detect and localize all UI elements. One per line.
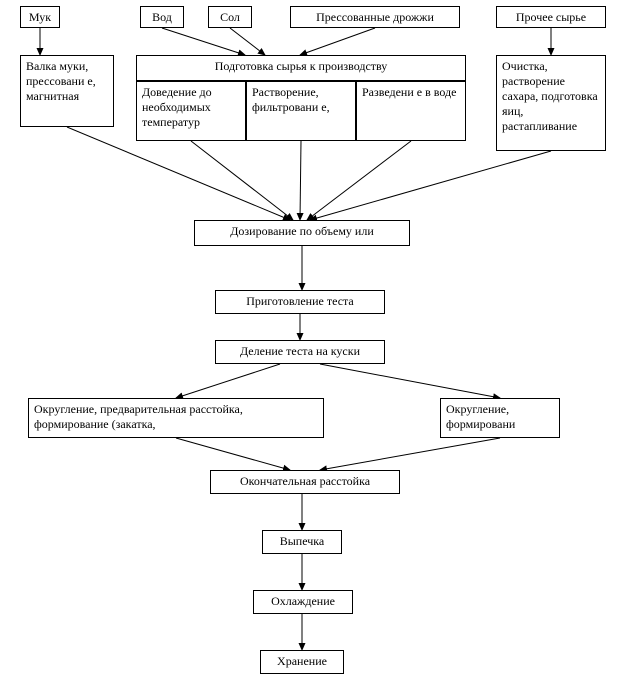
node-cleanse: Очистка, растворение сахара, подготовка …: [496, 55, 606, 151]
node-yeast: Прессованные дрожжи: [290, 6, 460, 28]
node-divide: Деление теста на куски: [215, 340, 385, 364]
edge: [176, 364, 280, 398]
edge: [176, 438, 290, 470]
node-muk: Мук: [20, 6, 60, 28]
node-round_r: Округление, формировани: [440, 398, 560, 438]
edge: [307, 141, 411, 220]
node-other: Прочее сырье: [496, 6, 606, 28]
edge: [230, 28, 265, 55]
edge: [310, 151, 551, 220]
edge: [320, 364, 500, 398]
edge: [191, 141, 293, 220]
node-prep_c1: Доведение до необходимых температур: [136, 81, 246, 141]
node-prep_title: Подготовка сырья к производству: [136, 55, 466, 81]
node-round_l: Округление, предварительная расстойка, ф…: [28, 398, 324, 438]
edge: [300, 28, 375, 55]
node-prep_c2: Растворение, фильтровани е,: [246, 81, 356, 141]
node-cool: Охлаждение: [253, 590, 353, 614]
edge: [162, 28, 245, 55]
node-prep_c3: Разведени е в воде: [356, 81, 466, 141]
edge: [320, 438, 500, 470]
node-final_proof: Окончательная расстойка: [210, 470, 400, 494]
node-bake: Выпечка: [262, 530, 342, 554]
flowchart-canvas: Мук Вод Сол Прессованные дрожжи Прочее сырье…: [0, 0, 620, 688]
node-valka: Валка муки, прессовани е, магнитная: [20, 55, 114, 127]
node-vod: Вод: [140, 6, 184, 28]
node-sol: Сол: [208, 6, 252, 28]
node-store: Хранение: [260, 650, 344, 674]
node-dosing: Дозирование по объему или: [194, 220, 410, 246]
node-dough: Приготовление теста: [215, 290, 385, 314]
edge: [300, 141, 301, 220]
